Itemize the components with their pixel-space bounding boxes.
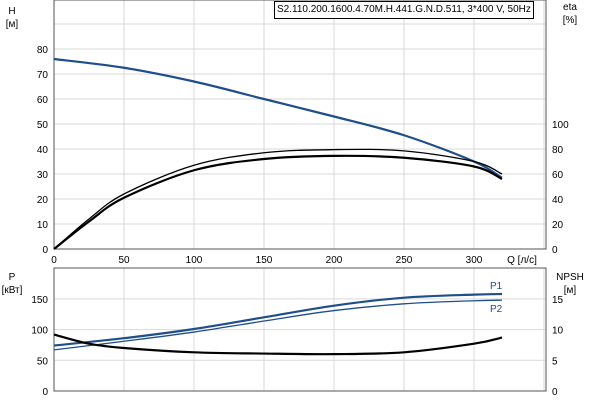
y-axis-unit: [м] <box>6 19 19 30</box>
p1-curve <box>53 292 503 347</box>
series-label-p2: P2 <box>490 304 503 315</box>
y2-tick-label: 60 <box>552 170 564 181</box>
y2-tick-label: 40 <box>552 195 564 206</box>
y-axis-label: H <box>8 6 15 17</box>
x-tick-label: 200 <box>326 255 343 266</box>
y-tick-label: 60 <box>37 95 49 106</box>
y2-axis-label: NPSH <box>556 272 584 283</box>
x-tick-label: 50 <box>118 255 130 266</box>
x-tick-label: 0 <box>51 255 57 266</box>
y2-tick-label: 15 <box>552 295 564 306</box>
y2-axis-unit: [м] <box>564 285 577 296</box>
plot-frame <box>53 0 547 250</box>
chart-title: S2.110.200.1600.4.70M.H.441.G.N.D.511, 3… <box>274 1 534 19</box>
y-tick-label: 0 <box>42 387 48 398</box>
y2-tick-label: 20 <box>552 220 564 231</box>
y2-tick-label: 80 <box>552 145 564 156</box>
x-tick-label: 100 <box>186 255 203 266</box>
series-label-p1: P1 <box>490 281 503 292</box>
npsh-curve <box>53 333 503 356</box>
y-tick-label: 150 <box>31 295 48 306</box>
y2-axis-label: eta <box>563 2 577 13</box>
y-tick-label: 0 <box>42 245 48 256</box>
y2-tick-label: 5 <box>552 356 558 367</box>
y-axis-unit: [кВт] <box>2 285 23 296</box>
y2-tick-label: 0 <box>552 245 558 256</box>
x-tick-label: 250 <box>396 255 413 266</box>
eta-curve <box>53 148 503 250</box>
y2-tick-label: 100 <box>552 120 569 131</box>
p2-curve <box>53 299 503 351</box>
x-tick-label: 300 <box>466 255 483 266</box>
y2-tick-label: 10 <box>552 326 564 337</box>
y-tick-label: 10 <box>37 220 49 231</box>
y-tick-label: 30 <box>37 170 49 181</box>
plot-frame <box>53 267 547 392</box>
x-tick-label: 150 <box>256 255 273 266</box>
y-tick-label: 20 <box>37 195 49 206</box>
y2-tick-label: 0 <box>552 387 558 398</box>
y-tick-label: 40 <box>37 145 49 156</box>
y-tick-label: 50 <box>37 120 49 131</box>
eta-curve <box>53 154 503 250</box>
y-tick-label: 50 <box>37 356 49 367</box>
y-tick-label: 100 <box>31 326 48 337</box>
y-tick-label: 70 <box>37 70 49 81</box>
y2-axis-unit: [%] <box>563 15 578 26</box>
h-curve <box>53 57 503 179</box>
x-axis-label: Q [л/с] <box>507 255 537 266</box>
y-axis-label: P <box>9 272 16 283</box>
y-tick-label: 80 <box>37 45 49 56</box>
